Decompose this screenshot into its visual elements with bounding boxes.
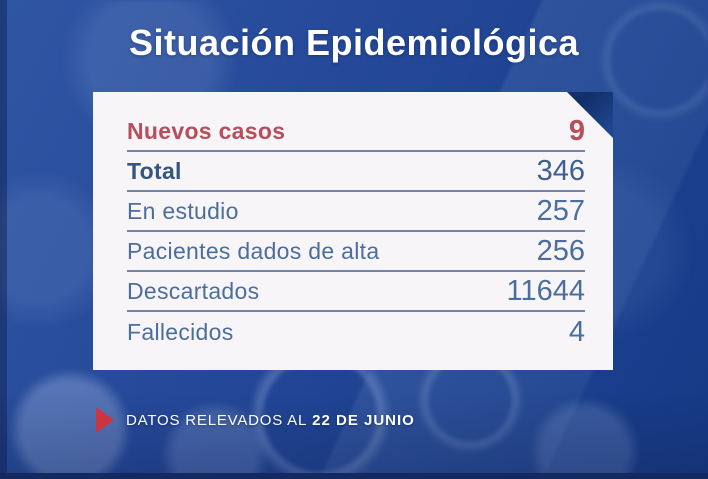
stat-value: 346 — [536, 154, 585, 187]
stat-label: En estudio — [127, 197, 239, 224]
stat-row-descartados: Descartados 11644 — [127, 272, 585, 312]
footer-text: DATOS RELEVADOS AL 22 DE JUNIO — [126, 412, 415, 429]
statistics-card: Nuevos casos 9 Total 346 En estudio 257 … — [93, 92, 613, 370]
left-edge-shade — [0, 0, 7, 479]
stat-label: Total — [127, 157, 182, 184]
play-triangle-icon — [96, 407, 114, 433]
stat-value: 257 — [536, 194, 585, 227]
stat-row-fallecidos: Fallecidos 4 — [127, 312, 585, 352]
stat-label: Fallecidos — [127, 318, 234, 345]
stat-label: Pacientes dados de alta — [127, 237, 380, 264]
stat-value: 9 — [568, 114, 585, 147]
stat-row-en-estudio: En estudio 257 — [127, 192, 585, 232]
stat-row-dados-de-alta: Pacientes dados de alta 256 — [127, 232, 585, 272]
page-title: Situación Epidemiológica — [128, 22, 580, 63]
footer-date: 22 DE JUNIO — [312, 411, 415, 429]
stat-row-nuevos-casos: Nuevos casos 9 — [127, 112, 585, 152]
stat-value: 256 — [536, 234, 585, 267]
stat-row-total: Total 346 — [127, 152, 585, 192]
bottom-dark-stripe — [0, 473, 708, 479]
footer-note: DATOS RELEVADOS AL 22 DE JUNIO — [96, 404, 415, 436]
stat-value: 11644 — [506, 274, 586, 307]
stat-value: 4 — [568, 315, 585, 348]
footer-prefix: DATOS RELEVADOS AL — [126, 411, 308, 429]
stat-label: Descartados — [127, 277, 260, 304]
stat-label: Nuevos casos — [127, 117, 286, 144]
